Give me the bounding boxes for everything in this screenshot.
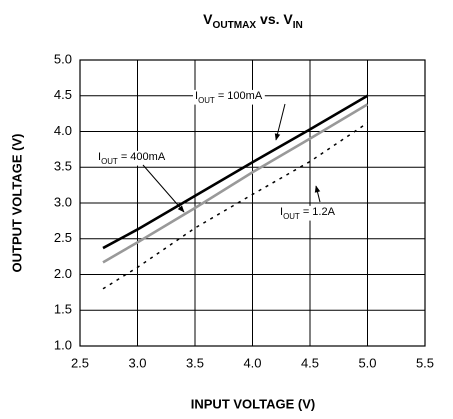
plot-frame bbox=[79, 59, 426, 347]
subscript: OUTMAX bbox=[212, 20, 256, 31]
y-tick-label: 3.5 bbox=[54, 159, 72, 174]
text-part: = 400mA bbox=[118, 151, 166, 163]
data-line bbox=[102, 122, 368, 290]
y-tick-label: 2.0 bbox=[54, 266, 72, 281]
y-tick-label: 1.0 bbox=[54, 337, 72, 352]
series-annotation: IOUT = 100mA bbox=[195, 90, 263, 105]
data-line bbox=[102, 94, 369, 250]
x-tick-label: 5.5 bbox=[416, 355, 434, 370]
text-part: V bbox=[203, 11, 213, 27]
annotation-arrow bbox=[274, 103, 286, 141]
x-tick-label: 3.5 bbox=[186, 355, 204, 370]
annotation-arrow bbox=[314, 185, 321, 203]
subscript: IN bbox=[293, 20, 303, 31]
annotation-arrow bbox=[142, 164, 185, 213]
y-tick-label: 3.0 bbox=[54, 194, 72, 209]
y-axis-label: OUTPUT VOLTAGE (V) bbox=[9, 134, 24, 273]
series-annotation: IOUT = 1.2A bbox=[280, 206, 336, 221]
annotation-bg bbox=[278, 205, 338, 221]
y-tick-label: 5.0 bbox=[54, 51, 72, 66]
x-tick-label: 3.0 bbox=[128, 355, 146, 370]
y-tick-label: 4.5 bbox=[54, 87, 72, 102]
text-part: I bbox=[195, 90, 198, 102]
data-line bbox=[102, 103, 369, 264]
subscript: OUT bbox=[283, 212, 300, 221]
series-annotation: IOUT = 400mA bbox=[98, 151, 166, 166]
subscript: OUT bbox=[198, 96, 215, 105]
text-part: I bbox=[280, 206, 283, 218]
y-tick-label: 2.5 bbox=[54, 230, 72, 245]
text-part: I bbox=[98, 151, 101, 163]
y-tick-label: 4.0 bbox=[54, 123, 72, 138]
x-tick-label: 4.0 bbox=[243, 355, 261, 370]
x-tick-label: 4.5 bbox=[301, 355, 319, 370]
text-part: = 100mA bbox=[215, 90, 263, 102]
x-tick-label: 5.0 bbox=[358, 355, 376, 370]
text-part: vs. V bbox=[256, 11, 293, 27]
subscript: OUT bbox=[101, 157, 118, 166]
chart-title: VOUTMAX vs. VIN bbox=[203, 11, 303, 31]
x-axis-label: INPUT VOLTAGE (V) bbox=[191, 396, 315, 411]
annotation-bg bbox=[193, 89, 265, 105]
text-part: = 1.2A bbox=[300, 206, 336, 218]
y-tick-label: 1.5 bbox=[54, 302, 72, 317]
x-tick-label: 2.5 bbox=[71, 355, 89, 370]
annotation-bg bbox=[96, 150, 168, 166]
